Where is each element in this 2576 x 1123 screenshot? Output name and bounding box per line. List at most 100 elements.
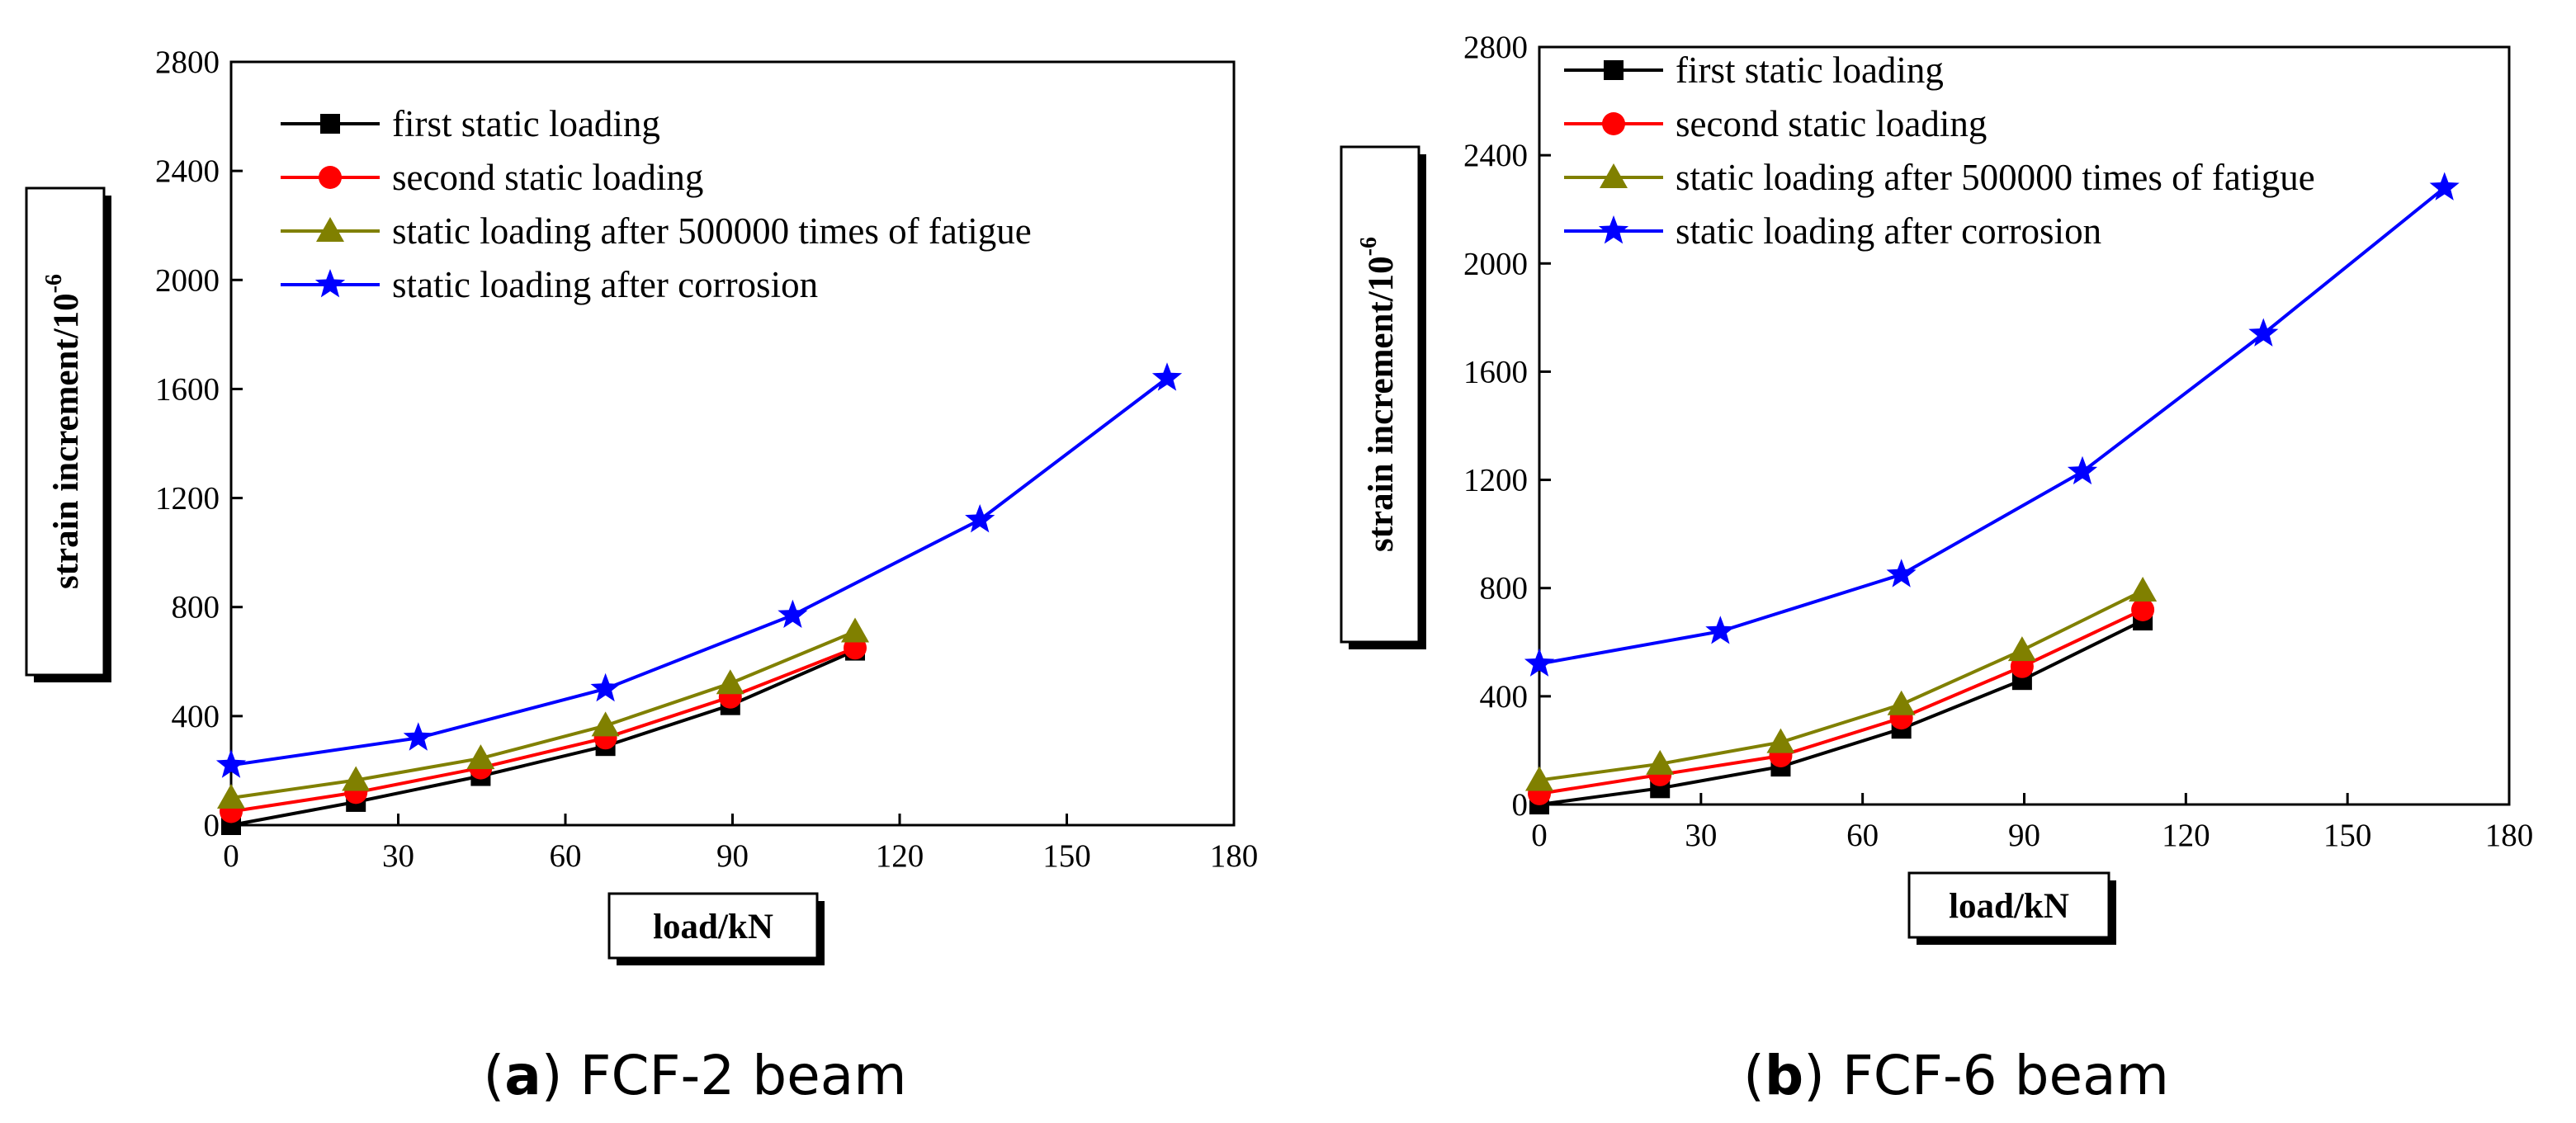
y-tick-label: 1200	[155, 481, 220, 517]
x-axis-title-box	[607, 892, 819, 960]
y-tick-label: 1600	[1463, 354, 1528, 389]
legend-swatch-marker	[1602, 112, 1625, 135]
y-tick-label: 2000	[1463, 246, 1528, 281]
caption-paren-close: )	[1803, 1044, 1842, 1107]
series-line	[230, 376, 1169, 767]
y-tick-label: 0	[1512, 787, 1529, 823]
caption-letter: b	[1765, 1044, 1803, 1107]
legend-entry: second static loading	[392, 157, 703, 198]
y-tick-label: 800	[172, 590, 220, 625]
data-point	[342, 766, 371, 791]
chart-panel-a: 0 30 60 90 120 150 180 0 400 800 1200 1600 2000 2400 2…	[25, 45, 1259, 1107]
data-point	[1525, 766, 1553, 791]
x-tick-label: 90	[716, 838, 749, 874]
legend-entry: static loading after corrosion	[1676, 210, 2101, 252]
data-point	[965, 504, 995, 533]
x-tick-label: 180	[1210, 838, 1259, 874]
data-point	[403, 722, 433, 751]
chart-caption: (a) FCF-2 beam	[483, 1044, 906, 1107]
legend-swatch-marker	[1604, 60, 1624, 80]
legend-swatch-marker	[1600, 163, 1628, 188]
legend-entry: first static loading	[1676, 50, 1944, 91]
y-tick-label: 2000	[155, 262, 220, 298]
series-line	[230, 630, 856, 800]
x-axis-title: load/kN	[1949, 887, 2069, 926]
y-tick-label: 2800	[1463, 30, 1528, 65]
x-tick-label: 0	[1531, 818, 1548, 853]
data-point	[217, 783, 245, 809]
legend-swatch-marker	[316, 217, 344, 242]
y-tick-label: 800	[1480, 571, 1529, 606]
legend-entry: first static loading	[392, 103, 660, 144]
data-point	[2067, 455, 2098, 485]
caption-text: FCF-6 beam	[1842, 1044, 2169, 1107]
y-axis-title: strain increment/10-6	[1356, 237, 1401, 552]
y-axis-title: strain increment/10-6	[41, 274, 86, 589]
series-line	[1539, 608, 2144, 795]
y-tick-label: 400	[1480, 679, 1529, 715]
x-tick-label: 90	[2008, 818, 2040, 853]
chart-panel-b: 0 30 60 90 120 150 180 0 400 800 1200 1600 2000 2400 2…	[1340, 30, 2534, 1107]
x-tick-label: 150	[1042, 838, 1091, 874]
x-tick-label: 150	[2323, 818, 2372, 853]
data-point	[2248, 318, 2279, 347]
x-tick-label: 0	[223, 838, 239, 874]
y-tick-label: 2400	[155, 153, 220, 189]
series-line	[1539, 619, 2144, 806]
data-point	[1705, 616, 1736, 644]
x-axis-title: load/kN	[653, 908, 773, 946]
caption-text: FCF-2 beam	[579, 1044, 906, 1107]
x-tick-label: 60	[550, 838, 582, 874]
data-point	[1524, 648, 1555, 677]
x-tick-label: 120	[2162, 818, 2210, 853]
data-point	[2129, 576, 2158, 602]
legend-entry: static loading after corrosion	[392, 264, 818, 305]
data-point	[1766, 728, 1795, 753]
legend-entry: static loading after 500000 times of fat…	[1676, 157, 2315, 198]
data-point	[591, 711, 620, 737]
data-point	[2131, 597, 2155, 621]
data-point	[2429, 172, 2460, 201]
chart-caption: (b) FCF-6 beam	[1743, 1044, 2169, 1107]
data-point	[1887, 690, 1916, 715]
legend-swatch-marker	[320, 114, 340, 134]
series-line	[1539, 589, 2144, 782]
legend-entry: second static loading	[1676, 103, 1987, 144]
data-point	[841, 617, 869, 643]
legend-swatch-marker	[314, 269, 346, 298]
y-axis-title-exponent: -6	[41, 274, 67, 293]
x-tick-label: 120	[876, 838, 924, 874]
data-point	[466, 744, 495, 770]
data-point	[716, 669, 744, 695]
y-tick-label: 0	[204, 808, 220, 843]
series-line	[230, 646, 856, 814]
legend-swatch-marker	[319, 166, 342, 189]
series-line	[230, 649, 856, 827]
x-tick-label: 30	[1685, 818, 1717, 853]
x-axis-title-box	[1907, 871, 2110, 939]
legend-swatch-marker	[1598, 215, 1629, 244]
y-tick-label: 400	[172, 699, 220, 734]
y-axis-title-exponent: -6	[1356, 237, 1382, 256]
data-point	[1646, 749, 1675, 775]
caption-paren-close: )	[541, 1044, 580, 1107]
data-point	[1886, 559, 1917, 587]
x-tick-label: 180	[2485, 818, 2534, 853]
data-point	[215, 749, 247, 778]
data-point	[778, 599, 808, 628]
caption-letter: a	[504, 1044, 541, 1107]
data-point	[2007, 636, 2036, 662]
y-tick-label: 2400	[1463, 138, 1528, 173]
caption-paren-open: (	[483, 1044, 504, 1107]
x-tick-label: 60	[1846, 818, 1879, 853]
caption-paren-open: (	[1743, 1044, 1765, 1107]
y-tick-label: 1200	[1463, 463, 1528, 498]
y-axis-title-box	[1340, 145, 1420, 644]
x-tick-label: 30	[382, 838, 414, 874]
series-line	[1539, 186, 2446, 666]
y-axis-title-box	[25, 186, 106, 677]
legend-entry: static loading after 500000 times of fat…	[392, 210, 1032, 252]
y-tick-label: 2800	[155, 45, 220, 80]
data-point	[590, 672, 621, 702]
